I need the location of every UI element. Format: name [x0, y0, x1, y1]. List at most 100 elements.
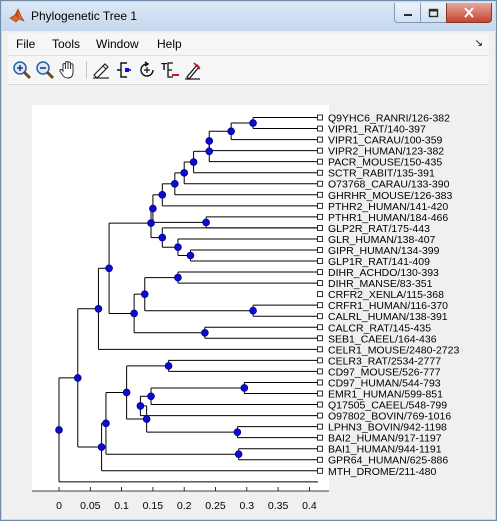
- leaf-marker[interactable]: [317, 390, 323, 397]
- pan-hand-icon[interactable]: [57, 59, 79, 81]
- tree-node[interactable]: [136, 402, 145, 410]
- leaf-marker[interactable]: [317, 467, 323, 474]
- leaf-label: CD97_MOUSE/526-777: [328, 366, 441, 378]
- leaf-marker[interactable]: [317, 158, 323, 165]
- leaf-label: GLP1R_RAT/141-409: [328, 256, 430, 268]
- tree-node[interactable]: [158, 191, 167, 199]
- tree-node[interactable]: [174, 243, 182, 252]
- leaf-marker[interactable]: [317, 445, 323, 452]
- menu-tools[interactable]: Tools: [52, 37, 81, 51]
- leaf-marker[interactable]: [317, 456, 323, 463]
- leaf-marker[interactable]: [317, 434, 323, 441]
- leaf-marker[interactable]: [317, 412, 323, 419]
- tree-node[interactable]: [205, 147, 214, 156]
- tree-node[interactable]: [171, 180, 179, 188]
- leaf-marker[interactable]: [317, 302, 323, 309]
- tree-node[interactable]: [249, 306, 257, 315]
- svg-text:T: T: [161, 62, 167, 73]
- leaf-marker[interactable]: [317, 280, 323, 287]
- tree-node[interactable]: [174, 273, 182, 282]
- leaf-marker[interactable]: [317, 368, 323, 375]
- tree-node[interactable]: [189, 158, 198, 166]
- close-button[interactable]: [446, 3, 492, 23]
- rotate-branch-icon[interactable]: [136, 59, 158, 81]
- leaf-marker[interactable]: [317, 247, 323, 253]
- tree-node[interactable]: [97, 443, 106, 451]
- inspect-icon[interactable]: [90, 59, 112, 81]
- tree-node[interactable]: [164, 362, 173, 370]
- tree-node[interactable]: [158, 233, 167, 242]
- leaf-marker[interactable]: [317, 346, 323, 353]
- toolbar-separator: [86, 61, 87, 79]
- tree-node[interactable]: [205, 137, 214, 145]
- minimize-icon: [403, 13, 412, 16]
- leaf-marker[interactable]: [317, 269, 323, 275]
- leaf-label: CD97_HUMAN/544-793: [328, 377, 441, 389]
- tree-node[interactable]: [249, 119, 257, 127]
- title-bar[interactable]: Phylogenetic Tree 1: [2, 2, 495, 31]
- tree-node[interactable]: [142, 415, 151, 423]
- leaf-label: GLR_HUMAN/138-407: [328, 234, 436, 246]
- leaf-label: CALCR_RAT/145-435: [328, 322, 431, 334]
- menu-help[interactable]: Help: [157, 37, 182, 51]
- x-tick-label: 0.1: [114, 500, 129, 512]
- maximize-button[interactable]: [420, 3, 447, 23]
- leaf-label: Q17505_CAEEL/548-799: [328, 400, 447, 412]
- leaf-marker[interactable]: [317, 357, 323, 364]
- leaf-marker[interactable]: [317, 191, 323, 198]
- leaf-marker[interactable]: [317, 125, 323, 132]
- leaf-label: CELR3_RAT/2534-2777: [328, 355, 441, 367]
- tree-node[interactable]: [202, 218, 210, 227]
- tree-node[interactable]: [233, 428, 242, 436]
- tree-node[interactable]: [149, 204, 157, 213]
- leaf-marker[interactable]: [317, 258, 323, 264]
- leaf-marker[interactable]: [317, 180, 323, 187]
- leaf-label: GHRHR_MOUSE/126-383: [328, 190, 452, 202]
- leaf-marker[interactable]: [317, 169, 323, 176]
- x-tick-label: 0.3: [239, 500, 254, 512]
- collapse-expand-icon[interactable]: [113, 59, 135, 81]
- leaf-marker[interactable]: [317, 213, 323, 220]
- zoom-out-icon[interactable]: [34, 59, 56, 81]
- tree-node[interactable]: [227, 127, 235, 136]
- tree-node[interactable]: [147, 219, 155, 227]
- leaf-marker[interactable]: [317, 401, 323, 408]
- leaf-label: GLP2R_RAT/175-443: [328, 223, 430, 235]
- tree-node[interactable]: [55, 426, 63, 434]
- leaf-marker[interactable]: [317, 379, 323, 386]
- tree-node[interactable]: [105, 264, 113, 273]
- tree-node[interactable]: [130, 309, 138, 318]
- tree-node[interactable]: [201, 328, 209, 337]
- menu-file[interactable]: File: [16, 37, 36, 51]
- leaf-marker[interactable]: [317, 313, 323, 320]
- tree-node[interactable]: [147, 392, 155, 401]
- tree-node[interactable]: [73, 374, 82, 382]
- tree-node[interactable]: [140, 290, 149, 298]
- leaf-marker[interactable]: [317, 114, 323, 121]
- leaf-marker[interactable]: [317, 236, 323, 242]
- leaf-marker[interactable]: [317, 136, 323, 143]
- phylogenetic-tree-plot: Q9YHC6_RANRI/126-382VIPR1_RAT/140-397VIP…: [32, 105, 459, 512]
- leaf-marker[interactable]: [317, 423, 323, 430]
- prune-icon[interactable]: [182, 59, 204, 81]
- menu-window[interactable]: Window: [96, 37, 139, 51]
- tree-node[interactable]: [180, 169, 189, 177]
- tree-node[interactable]: [234, 450, 243, 459]
- zoom-in-icon[interactable]: [11, 59, 33, 81]
- rename-icon[interactable]: T: [159, 59, 181, 81]
- leaf-marker[interactable]: [317, 291, 323, 298]
- leaf-label: MTH_DROME/211-480: [328, 466, 436, 478]
- minimize-button[interactable]: [394, 3, 421, 23]
- tree-node[interactable]: [240, 384, 249, 392]
- leaf-marker[interactable]: [317, 324, 323, 331]
- tree-node[interactable]: [94, 305, 103, 313]
- leaf-marker[interactable]: [317, 147, 323, 154]
- tree-node[interactable]: [102, 419, 110, 428]
- dock-arrow-icon[interactable]: ↘: [474, 38, 483, 49]
- leaf-marker[interactable]: [317, 335, 323, 342]
- leaf-marker[interactable]: [317, 224, 323, 231]
- tree-node[interactable]: [122, 388, 131, 397]
- tree-node[interactable]: [186, 251, 195, 260]
- leaf-marker[interactable]: [317, 202, 323, 209]
